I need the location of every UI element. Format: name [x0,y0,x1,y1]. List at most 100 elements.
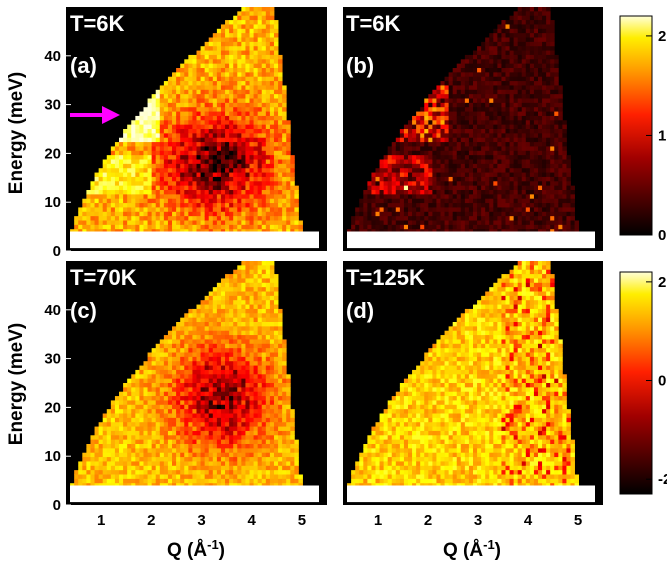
heatmap-cell [159,478,165,484]
heatmap-cell [102,417,108,423]
heatmap-cell [135,378,140,384]
heatmap-cell [412,224,417,230]
heatmap-cell [481,54,486,60]
heatmap-cell [436,124,441,130]
heatmap-cell [233,207,238,213]
heatmap-cell [127,137,132,143]
heatmap-cell [135,155,140,160]
heatmap-cell [477,216,482,221]
heatmap-cell [200,448,206,454]
heatmap-cell [196,54,201,60]
heatmap-cell [102,203,108,208]
heatmap-cell [94,439,100,445]
heatmap-cell [98,461,104,467]
heatmap-cell [481,120,486,126]
heatmap-cell [249,181,254,187]
heatmap-cell [237,295,242,301]
heatmap-cell [106,478,112,484]
heatmap-cell [200,430,206,436]
heatmap-cell [481,172,486,178]
heatmap-cell [550,33,555,38]
heatmap-cell [151,374,157,380]
heatmap-cell [249,107,254,112]
heatmap-cell [188,94,193,99]
heatmap-cell [554,124,559,130]
heatmap-cell [452,216,458,221]
heatmap-cell [86,220,91,226]
heatmap-cell [245,137,250,143]
heatmap-cell [233,63,238,69]
heatmap-cell [143,400,148,406]
heatmap-cell [570,198,575,204]
heatmap-cell [192,439,197,445]
heatmap-cell [176,159,181,165]
heatmap-cell [172,150,177,156]
heatmap-cell [196,400,201,406]
heatmap-cell [204,81,210,86]
heatmap-cell [123,185,128,191]
heatmap-cell [529,216,535,221]
heatmap-cell [290,176,295,182]
heatmap-cell [233,137,238,143]
heatmap-cell [542,207,547,213]
heatmap-cell [172,400,177,406]
heatmap-cell [167,387,173,393]
heatmap-cell [123,216,128,221]
heatmap-cell [408,203,413,208]
heatmap-cell [220,181,226,187]
heatmap-cell [521,98,527,104]
heatmap-cell [119,448,124,454]
heatmap-cell [147,224,153,230]
heatmap-cell [233,181,238,187]
heatmap-cell [163,422,169,427]
heatmap-cell [212,452,218,458]
heatmap-cell [155,176,161,182]
heatmap-cell [172,142,177,147]
heatmap-cell [367,198,372,204]
heatmap-cell [180,430,185,436]
heatmap-cell [216,457,222,462]
heatmap-cell [464,142,470,147]
heatmap-cell [114,400,120,406]
heatmap-cell [237,142,242,147]
heatmap-cell [489,98,494,104]
heatmap-cell [180,452,185,458]
heatmap-cell [131,396,136,401]
heatmap-cell [212,33,218,38]
heatmap-cell [538,98,543,104]
heatmap-cell [477,98,482,104]
heatmap-cell [509,176,515,182]
heatmap-cell [82,457,87,462]
heatmap-cell [452,168,458,173]
heatmap-cell [106,172,112,178]
heatmap-cell [273,211,279,217]
heatmap-cell [517,81,523,86]
heatmap-cell [180,369,185,375]
heatmap-cell [184,317,189,323]
heatmap-cell [155,396,161,401]
heatmap-cell [163,383,169,388]
heatmap-cell [102,163,108,169]
heatmap-cell [196,348,201,353]
heatmap-cell [147,413,153,419]
heatmap-cell [229,115,234,121]
heatmap-cell [464,220,470,226]
heatmap-cell [184,369,189,375]
heatmap-cell [229,198,234,204]
heatmap-cell [110,155,116,160]
heatmap-cell [509,50,515,56]
heatmap-cell [432,194,437,200]
heatmap-cell [253,172,259,178]
heatmap-cell [131,461,136,467]
heatmap-cell [464,102,470,108]
heatmap-cell [460,81,466,86]
heatmap-cell [294,194,299,200]
heatmap-cell [493,37,498,43]
heatmap-cell [517,211,523,217]
heatmap-cell [473,146,478,152]
heatmap-cell [387,181,393,187]
heatmap-cell [208,137,214,143]
heatmap-cell [273,68,279,73]
heatmap-cell [151,146,157,152]
heatmap-cell [273,203,279,208]
